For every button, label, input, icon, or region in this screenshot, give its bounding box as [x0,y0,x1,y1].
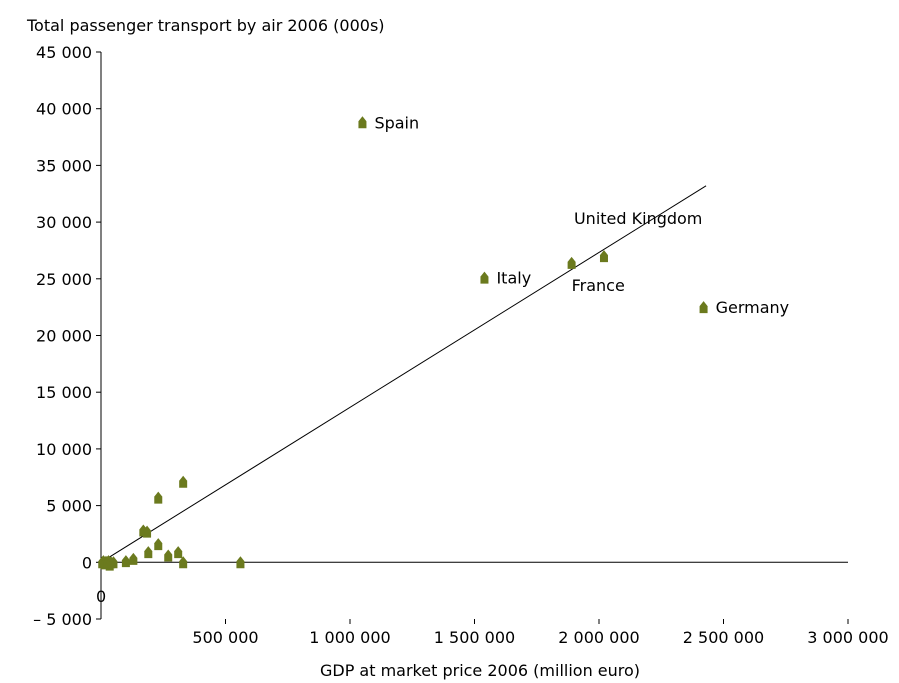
y-tick-label: 25 000 [36,270,92,289]
data-point [174,546,183,559]
trendline [100,185,707,563]
x-tick-label: 2 500 000 [683,628,764,647]
point-label: Italy [496,269,531,288]
data-point [699,301,708,314]
data-point [236,556,245,569]
data-points: Spain Italy France United Kingdom Germany [98,113,790,571]
data-point [121,555,130,568]
x-tick-label: 2 000 000 [558,628,639,647]
point-label: France [572,276,625,295]
y-tick-label: 5 000 [46,497,92,516]
x-axis-title: GDP at market price 2006 (million euro) [320,661,640,680]
data-point [599,250,608,263]
x-axis: 500 000 1 000 000 1 500 000 2 000 000 2 500 … [101,561,889,647]
x-tick-label: 1 500 000 [434,628,515,647]
y-tick-label: 30 000 [36,213,92,232]
x-tick-label: 3 000 000 [807,628,888,647]
x-tick-label: 500 000 [192,628,258,647]
data-point [129,552,138,565]
data-point [154,538,163,551]
data-point [567,256,576,269]
data-point [164,549,173,562]
y-tick-label: 40 000 [36,100,92,119]
point-label: United Kingdom [574,209,702,228]
y-tick-label: 0 [82,553,92,572]
y-axis: – 5 000 0 5 000 10 000 15 000 20 000 25 000 30 … [33,43,102,629]
data-point [144,546,153,559]
y-tick-label: 10 000 [36,440,92,459]
chart-title: Total passenger transport by air 2006 (0… [26,16,385,35]
trendline-group [100,185,707,563]
data-point [154,491,163,504]
data-point [143,525,152,538]
y-tick-label: 15 000 [36,383,92,402]
y-tick-label: 45 000 [36,43,92,62]
data-point [358,116,367,129]
data-point [179,556,188,569]
origin-label: 0 [96,587,106,606]
y-tick-label: 20 000 [36,327,92,346]
point-label: Germany [716,298,790,317]
data-point [109,556,118,569]
point-label: Spain [374,113,419,132]
data-point [480,271,489,284]
x-tick-label: 1 000 000 [309,628,390,647]
data-point [179,475,188,488]
y-tick-label: 35 000 [36,156,92,175]
y-tick-label: – 5 000 [33,610,92,629]
